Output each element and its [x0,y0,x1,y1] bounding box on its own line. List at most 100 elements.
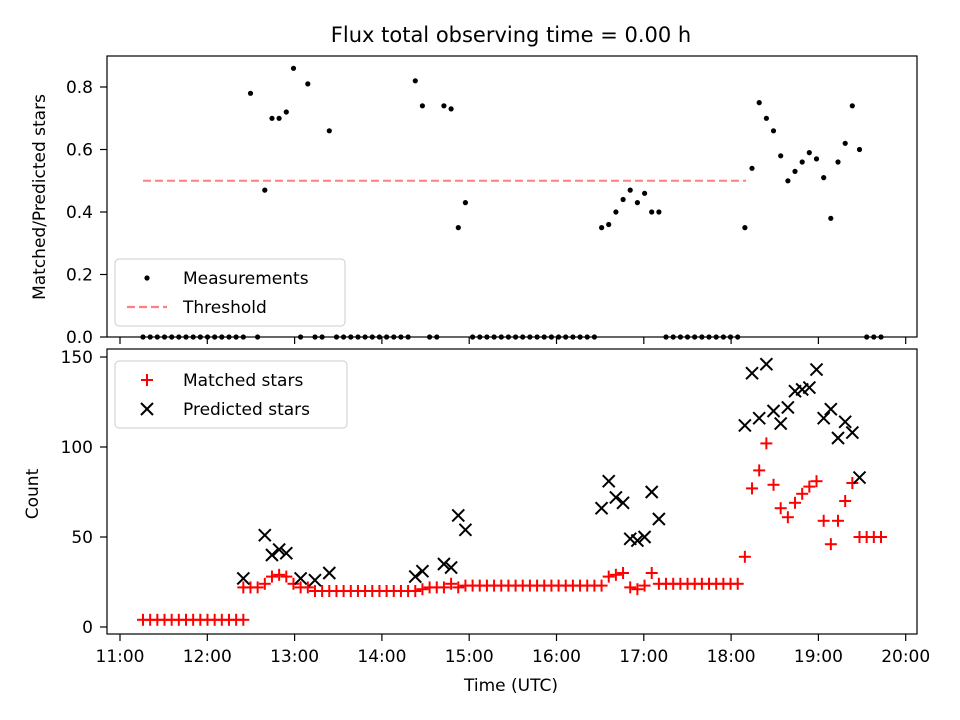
matched-star-point [595,579,608,592]
bottom-x-axis: 11:00 12:00 13:00 14:00 15:00 16:00 17:00 18:00… [96,634,930,667]
matched-star-point [258,577,271,590]
measurement-point [262,187,268,193]
legend-matched-marker [141,374,153,386]
predicted-star-point [279,546,294,560]
bottom-y-tick-label: 100 [61,438,93,458]
top-y-tick-label: 0.6 [66,141,93,161]
measurement-point [441,103,447,109]
predicted-star-point [745,366,759,380]
top-measurement-points [140,65,884,340]
measurement-point [785,178,791,184]
predicted-star-point [308,573,322,587]
matched-star-point [774,502,787,515]
measurement-point [778,153,784,159]
top-y-tick-label: 0.0 [66,328,93,348]
bottom-x-tick-label: 15:00 [445,647,494,667]
predicted-star-point [594,501,609,515]
matched-star-point [803,480,816,493]
matched-star-point [437,581,450,594]
bottom-plot-frame [106,348,918,635]
bottom-xlabel: Time (UTC) [463,676,558,696]
predicted-stars-points [236,357,867,587]
bottom-panel: Count Time (UTC) 0 50 100 150 11:00 12:00 13:… [23,348,930,696]
matched-star-point [839,495,852,507]
matched-star-point [609,568,622,581]
predicted-star-point [609,490,623,505]
bottom-y-tick-label: 50 [71,528,93,548]
matched-star-point [875,531,887,543]
matched-stars-points [137,437,887,626]
top-ylabel: Matched/Predicted stars [30,94,50,300]
measurement-point [606,221,612,228]
measurement-point [627,187,633,193]
matched-star-point [452,581,465,594]
matched-star-point [638,579,651,592]
top-y-tick-label: 0.8 [66,78,93,98]
predicted-star-point [809,362,824,377]
predicted-star-point [630,533,645,548]
matched-star-point [817,514,830,527]
matched-star-point [237,613,250,626]
predicted-star-point [272,542,286,557]
bottom-ylabel: Count [23,468,43,519]
matched-star-point [767,478,780,491]
bottom-legend: Matched stars Predicted stars [114,360,348,429]
measurement-point [305,81,311,87]
measurement-point [419,103,425,109]
measurement-point [462,200,468,206]
predicted-star-point [781,400,795,415]
predicted-star-point [444,560,458,575]
matched-star-point [789,496,802,509]
legend-measurements-label: Measurements [183,269,309,289]
predicted-star-point [415,564,430,578]
matched-star-point [624,581,637,594]
bottom-x-tick-label: 14:00 [357,647,406,667]
bottom-x-tick-label: 20:00 [881,647,930,667]
measurement-point [656,209,662,215]
predicted-star-point [616,496,630,510]
top-legend-box [114,258,346,327]
legend-predicted-marker [140,402,154,416]
predicted-star-point [752,411,766,425]
predicted-star-point [652,512,666,526]
measurement-point [326,128,332,134]
matched-star-point [287,577,300,590]
measurement-point [828,215,834,221]
matched-star-point [445,577,458,590]
predicted-star-point [258,528,272,542]
matched-star-point [409,585,422,597]
legend-measurements-marker [144,275,150,281]
bottom-x-tick-label: 11:00 [96,647,145,667]
top-plot-frame [106,55,918,338]
measurement-point [821,175,827,181]
bottom-x-tick-label: 18:00 [707,647,756,667]
predicted-star-point [759,357,774,371]
matched-star-point [753,464,766,477]
matched-star-point [273,568,286,581]
predicted-star-point [802,380,817,395]
measurement-point [634,200,641,206]
matched-star-point [280,570,293,583]
top-x-ticks [119,337,907,344]
bottom-y-axis: 0 50 100 150 [61,348,107,638]
chart-title: Flux total observing time = 0.00 h [331,23,691,47]
matched-star-point [781,511,794,524]
measurement-point [742,225,748,231]
matched-star-point [617,567,630,579]
matched-star-point [731,577,744,590]
legend-predicted-label: Predicted stars [183,400,310,420]
measurement-point [842,140,848,146]
predicted-star-point [838,415,852,429]
predicted-star-point [852,470,867,485]
measurement-point [856,146,863,153]
measurement-point [756,100,762,106]
measurement-point [835,159,841,165]
predicted-star-point [265,548,279,562]
measurement-point [849,103,855,109]
matched-star-point [746,482,759,495]
predicted-star-point [293,571,308,586]
matched-star-point [810,475,823,488]
matched-star-point [301,581,314,594]
matched-star-point [631,583,644,596]
